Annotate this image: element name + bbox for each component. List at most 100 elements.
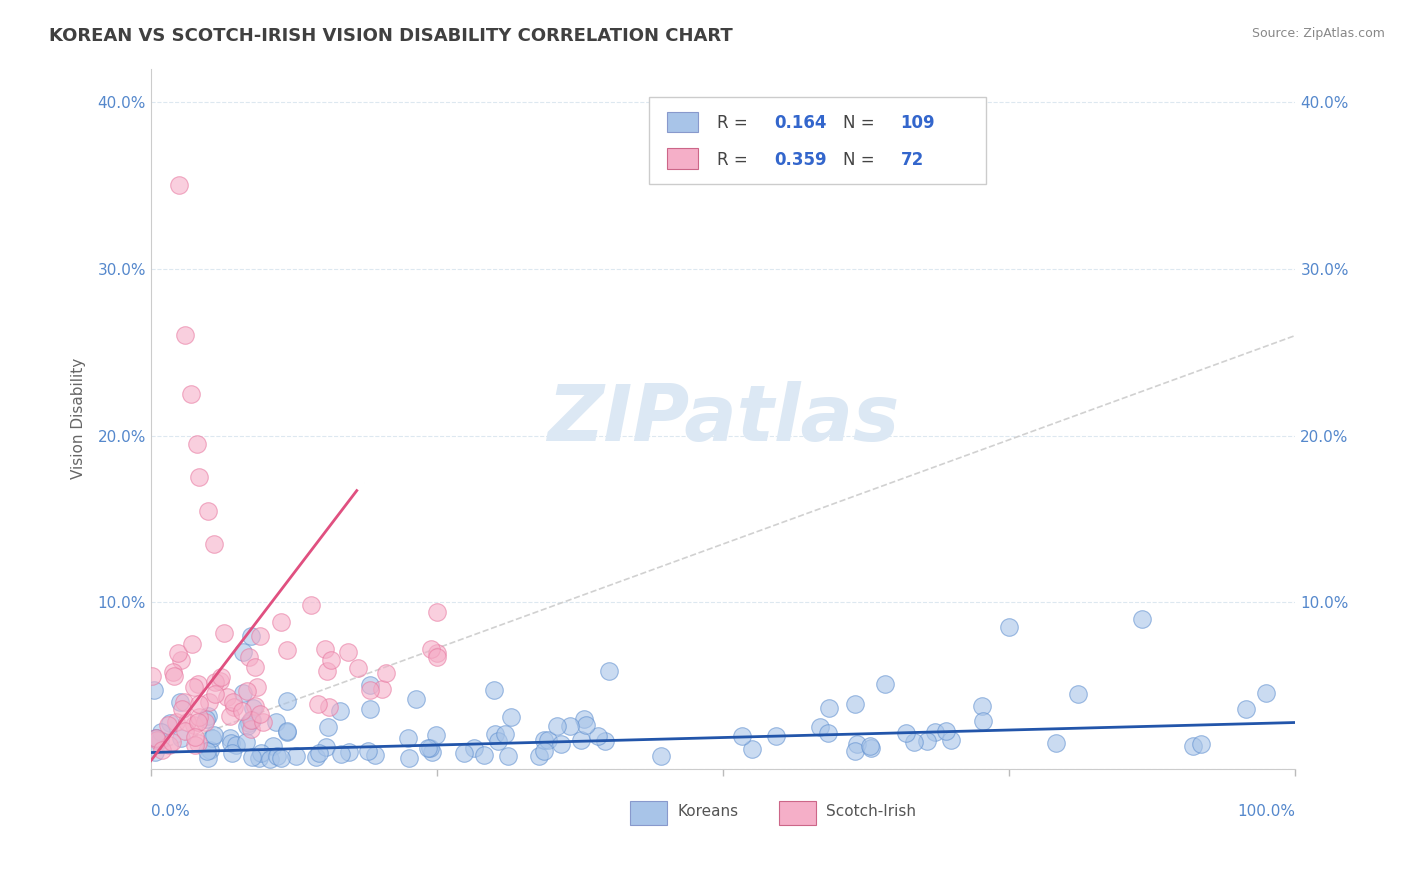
FancyBboxPatch shape bbox=[779, 801, 815, 824]
Point bbox=[201, 731, 224, 746]
Point bbox=[598, 664, 620, 678]
Point bbox=[276, 723, 298, 738]
Point bbox=[486, 734, 509, 748]
Point bbox=[218, 731, 240, 745]
Point bbox=[176, 714, 198, 729]
Point bbox=[359, 702, 381, 716]
Point bbox=[1045, 736, 1067, 750]
Point bbox=[183, 681, 205, 695]
Point bbox=[157, 738, 180, 752]
Point bbox=[1181, 739, 1204, 753]
Point bbox=[396, 731, 419, 745]
Point bbox=[225, 738, 247, 752]
FancyBboxPatch shape bbox=[630, 801, 666, 824]
Point bbox=[252, 714, 274, 729]
Point bbox=[146, 733, 169, 747]
Point bbox=[453, 747, 475, 761]
Point bbox=[484, 682, 506, 697]
Point bbox=[165, 714, 187, 729]
Point bbox=[163, 669, 186, 683]
Point bbox=[238, 716, 260, 731]
Point bbox=[347, 661, 370, 675]
Point bbox=[426, 649, 449, 664]
Point bbox=[187, 470, 209, 484]
Point bbox=[239, 629, 262, 643]
Point bbox=[363, 747, 385, 762]
Point bbox=[187, 714, 209, 729]
Point bbox=[238, 650, 260, 665]
Point bbox=[208, 674, 231, 689]
Point bbox=[150, 743, 173, 757]
FancyBboxPatch shape bbox=[666, 148, 697, 169]
Point bbox=[319, 653, 342, 667]
Text: Scotch-Irish: Scotch-Irish bbox=[827, 804, 917, 819]
Point bbox=[170, 702, 193, 716]
Text: 109: 109 bbox=[900, 114, 935, 132]
Point bbox=[245, 698, 267, 713]
Point bbox=[375, 665, 398, 680]
Point bbox=[242, 700, 264, 714]
Point bbox=[197, 503, 219, 517]
Point bbox=[741, 742, 763, 756]
Point bbox=[197, 709, 219, 723]
Point bbox=[249, 746, 271, 760]
Point bbox=[264, 714, 287, 729]
Point bbox=[569, 732, 592, 747]
Point bbox=[149, 732, 172, 747]
Point bbox=[765, 729, 787, 743]
Point bbox=[209, 669, 232, 683]
Point bbox=[180, 387, 202, 401]
Point bbox=[246, 680, 269, 694]
Point bbox=[972, 698, 994, 713]
Point bbox=[299, 599, 322, 613]
Point bbox=[550, 737, 572, 751]
Text: 0.359: 0.359 bbox=[775, 151, 827, 169]
Point bbox=[143, 682, 166, 697]
Point bbox=[145, 731, 167, 745]
Point bbox=[1066, 687, 1088, 701]
Point bbox=[1130, 612, 1153, 626]
Point bbox=[329, 704, 352, 718]
Point bbox=[170, 653, 193, 667]
Text: 0.0%: 0.0% bbox=[150, 804, 190, 819]
Point bbox=[494, 727, 516, 741]
Point bbox=[859, 739, 882, 754]
Point bbox=[249, 629, 271, 643]
Point bbox=[1236, 701, 1258, 715]
Point bbox=[575, 717, 598, 731]
Point bbox=[221, 695, 243, 709]
Point bbox=[184, 731, 207, 745]
Point bbox=[141, 668, 163, 682]
Point bbox=[173, 695, 195, 709]
Point bbox=[180, 637, 202, 651]
Point bbox=[174, 724, 197, 739]
Point bbox=[162, 665, 184, 680]
Point bbox=[188, 698, 211, 712]
Point bbox=[276, 694, 298, 708]
Point bbox=[198, 743, 221, 757]
Point bbox=[188, 710, 211, 724]
Point bbox=[202, 537, 225, 551]
Point bbox=[245, 660, 267, 674]
Point bbox=[187, 677, 209, 691]
FancyBboxPatch shape bbox=[648, 96, 987, 184]
Point bbox=[285, 749, 308, 764]
Text: 100.0%: 100.0% bbox=[1237, 804, 1295, 819]
Point bbox=[329, 747, 352, 761]
Point bbox=[183, 717, 205, 731]
Point bbox=[195, 712, 218, 726]
Point bbox=[187, 736, 209, 750]
Point bbox=[537, 733, 560, 747]
Point bbox=[398, 751, 420, 765]
Point bbox=[915, 734, 938, 748]
Point bbox=[224, 700, 246, 714]
Point bbox=[529, 749, 551, 764]
Point bbox=[810, 720, 832, 734]
Point bbox=[316, 720, 339, 734]
Point bbox=[422, 745, 444, 759]
Text: R =: R = bbox=[717, 151, 754, 169]
Point bbox=[894, 725, 917, 739]
Point bbox=[316, 664, 339, 678]
Point bbox=[336, 645, 359, 659]
Point bbox=[972, 714, 994, 728]
